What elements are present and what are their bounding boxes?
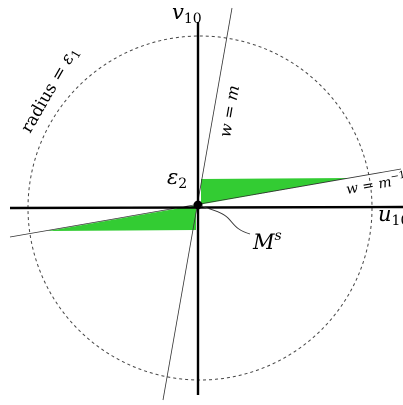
epsilon2-label: ε2 (167, 165, 187, 192)
origin-point (193, 200, 203, 210)
u10-label: u10 (378, 202, 403, 229)
radius-label: radius = ε1 (17, 43, 84, 137)
lower-left-wedge (48, 205, 198, 231)
w-equals-m-inverse-label: w = m−1 (345, 170, 403, 198)
v10-label: v10 (172, 0, 202, 27)
w-equals-m-label: w = m (215, 84, 243, 139)
stable-manifold-pointer (200, 205, 251, 235)
stable-manifold-label: Ms (252, 228, 282, 254)
line-w-equals-m-inverse (9, 168, 402, 238)
